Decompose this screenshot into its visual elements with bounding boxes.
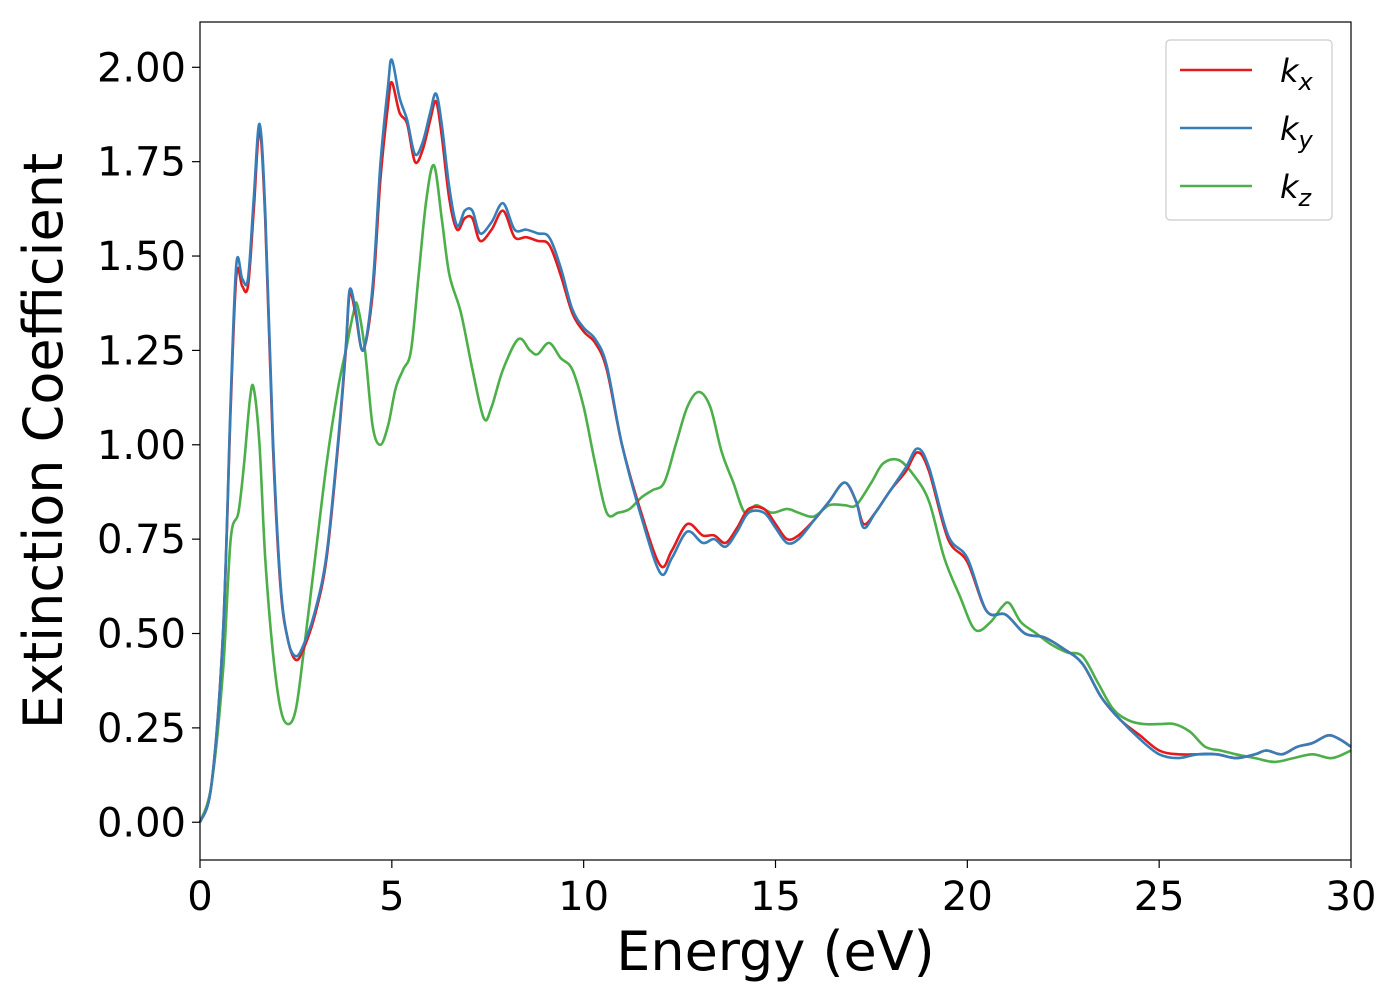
y-tick-label: 0.00 bbox=[97, 800, 186, 846]
x-tick-label: 25 bbox=[1134, 874, 1185, 920]
x-tick-label: 30 bbox=[1326, 874, 1377, 920]
y-tick-label: 0.75 bbox=[97, 517, 186, 563]
y-tick-label: 0.50 bbox=[97, 612, 186, 658]
y-tick-label: 2.00 bbox=[97, 45, 186, 91]
x-tick-label: 15 bbox=[750, 874, 801, 920]
y-tick-label: 1.00 bbox=[97, 423, 186, 469]
y-tick-label: 1.50 bbox=[97, 234, 186, 280]
y-axis-label: Extinction Coefficient bbox=[12, 153, 75, 729]
x-tick-label: 0 bbox=[187, 874, 212, 920]
series-line-y bbox=[198, 58, 1352, 823]
legend-label-z: kz bbox=[1280, 168, 1313, 212]
y-tick-label: 1.75 bbox=[97, 140, 186, 186]
y-tick-label: 1.25 bbox=[97, 328, 186, 374]
x-axis-label: Energy (eV) bbox=[616, 920, 935, 983]
y-tick-label: 0.25 bbox=[97, 706, 186, 752]
x-axis: 0 5 10 15 20 25 30 bbox=[187, 860, 1376, 920]
x-tick-label: 10 bbox=[558, 874, 609, 920]
legend: kx ky kz bbox=[1165, 39, 1333, 221]
series-layer bbox=[198, 58, 1352, 823]
x-tick-label: 5 bbox=[379, 874, 404, 920]
legend-label-x: kx bbox=[1280, 52, 1314, 96]
x-tick-label: 20 bbox=[942, 874, 993, 920]
legend-box bbox=[1165, 39, 1333, 221]
y-axis: 0.00 0.25 0.50 0.75 1.00 1.25 1.50 1.75 2.00 bbox=[97, 45, 200, 846]
legend-label-y: ky bbox=[1280, 110, 1314, 154]
